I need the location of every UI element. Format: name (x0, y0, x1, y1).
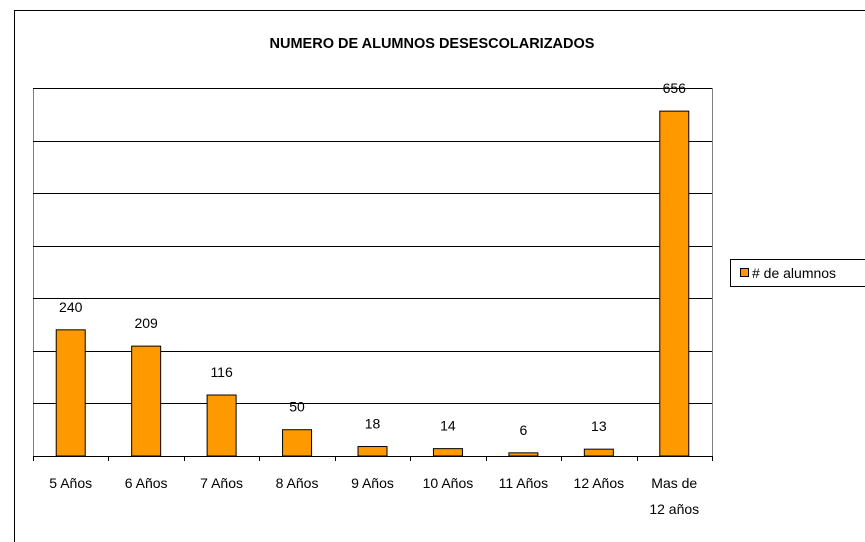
bar (583, 448, 614, 457)
x-tick-label: 12 Años (573, 475, 625, 491)
bar (659, 110, 690, 457)
data-label: 116 (210, 364, 233, 380)
x-tick-label: Mas de 12 años (649, 475, 700, 517)
data-label: 13 (591, 418, 607, 434)
legend-box (730, 259, 865, 287)
legend-swatch (740, 268, 749, 277)
data-label: 209 (134, 315, 158, 331)
bar (432, 448, 463, 457)
x-tick-label: 7 Años (200, 475, 243, 491)
x-tick-label: 11 Años (498, 475, 549, 491)
bar (282, 429, 313, 457)
data-label: 6 (519, 422, 527, 438)
data-label: 14 (440, 418, 456, 434)
x-tick-label: 8 Años (275, 475, 319, 491)
bar (206, 394, 237, 457)
data-label: 50 (289, 399, 305, 415)
data-label: 18 (365, 416, 381, 432)
data-label: 240 (59, 299, 83, 315)
x-tick-label: 10 Años (422, 475, 474, 491)
x-tick-label: 9 Años (351, 475, 394, 491)
bar (357, 446, 388, 457)
x-tick-label: 5 Años (49, 475, 93, 491)
x-tick-label: 6 Años (124, 475, 168, 491)
legend-label: # de alumnos (752, 265, 836, 281)
chart-title: NUMERO DE ALUMNOS DESESCOLARIZADOS (270, 36, 595, 52)
bar (508, 452, 539, 457)
data-label: 656 (663, 80, 687, 96)
bar (55, 329, 86, 457)
bar (131, 345, 162, 457)
